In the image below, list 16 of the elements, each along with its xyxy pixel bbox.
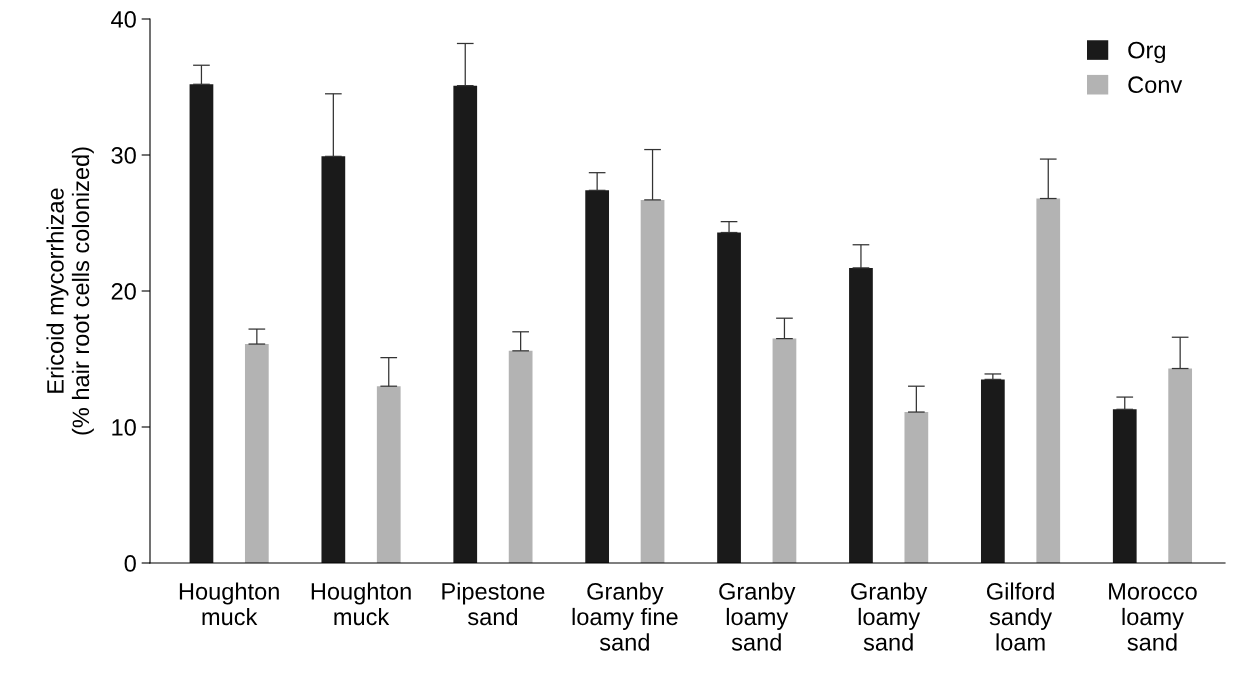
- x-tick-label: Granby loamy sand: [719, 582, 796, 651]
- x-tick-label: Morocco loamy sand: [1109, 583, 1197, 651]
- y-tick-label: 40: [111, 11, 136, 28]
- legend-label: Org: [1128, 41, 1165, 64]
- y-tick-label: 30: [111, 147, 136, 164]
- y-tick-label: 20: [111, 283, 136, 300]
- x-tick-label: Granby loamy sand: [851, 582, 928, 651]
- y-axis-title: Ericoid mycorrhizae (% hair root cells colonized): [46, 147, 94, 435]
- x-tick-label: Houghton muck: [179, 582, 279, 626]
- x-tick-label: Houghton muck: [311, 582, 411, 626]
- y-tick-label: 0: [124, 555, 136, 572]
- x-tick-label: Pipestone sand: [442, 582, 545, 626]
- y-tick-label: 10: [112, 419, 136, 436]
- x-tick-label: Gilford sandy loam: [986, 582, 1054, 651]
- x-tick-label: Granby loamy fine sand: [572, 582, 678, 651]
- legend-label: Conv: [1128, 76, 1183, 94]
